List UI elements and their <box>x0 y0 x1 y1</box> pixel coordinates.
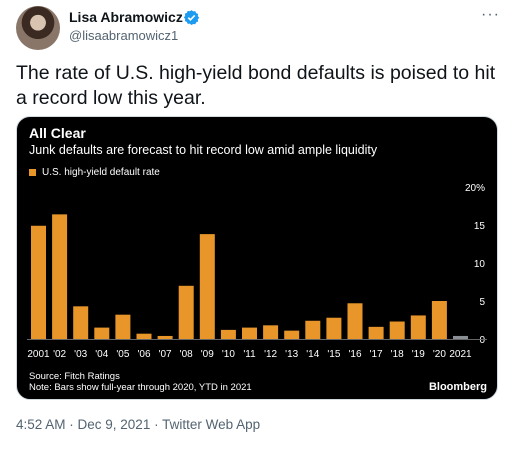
x-tick-label: '04 <box>95 349 108 360</box>
x-tick-label: 2001 <box>27 349 50 360</box>
bar-10 <box>220 329 236 339</box>
bar-19 <box>410 315 426 339</box>
bar-03 <box>73 306 89 339</box>
bar-09 <box>199 234 215 339</box>
x-tick-label: '18 <box>391 349 404 360</box>
bar-2021 <box>453 335 468 339</box>
chart-image[interactable]: All Clear Junk defaults are forecast to … <box>16 116 498 400</box>
author-handle[interactable]: @lisaabramowicz1 <box>69 28 179 43</box>
chart-title: All Clear <box>29 125 86 141</box>
tweet-timestamp[interactable]: 4:52 AM · Dec 9, 2021 · Twitter Web App <box>16 417 261 432</box>
chart-subtitle: Junk defaults are forecast to hit record… <box>29 143 378 157</box>
bar-02 <box>52 214 68 339</box>
bar-11 <box>242 327 257 339</box>
tweet-text: The rate of U.S. high-yield bond default… <box>16 62 496 109</box>
more-icon[interactable]: ··· <box>481 6 500 23</box>
verified-badge-icon <box>183 10 200 25</box>
bar-17 <box>368 326 384 339</box>
chart-note: Note: Bars show full-year through 2020, … <box>29 382 252 393</box>
bar-20 <box>431 301 447 339</box>
bar-2001 <box>31 225 46 339</box>
legend-swatch <box>29 169 36 176</box>
bar-14 <box>305 320 321 339</box>
bar-07 <box>157 335 173 339</box>
x-tick-label: '06 <box>137 349 150 360</box>
bar-08 <box>178 285 194 339</box>
y-tick-label: 0 <box>479 335 485 346</box>
chart-source: Source: Fitch Ratings <box>29 371 120 382</box>
x-tick-label: '12 <box>264 349 277 360</box>
x-tick-label: '15 <box>327 349 340 360</box>
avatar[interactable] <box>16 6 60 50</box>
x-tick-label: '08 <box>180 349 193 360</box>
x-tick-label: '17 <box>370 349 383 360</box>
y-tick-label: 20% <box>465 183 485 194</box>
x-tick-label: '19 <box>412 349 425 360</box>
y-tick-label: 15 <box>474 221 486 232</box>
x-tick-label: 2021 <box>449 349 472 360</box>
x-tick-label: '10 <box>222 349 235 360</box>
bar-18 <box>389 321 405 339</box>
bar-12 <box>263 325 279 339</box>
legend-label: U.S. high-yield default rate <box>42 167 160 178</box>
x-tick-label: '02 <box>53 349 66 360</box>
bar-15 <box>326 317 342 339</box>
x-tick-label: '05 <box>116 349 129 360</box>
x-tick-label: '11 <box>243 349 256 360</box>
bar-13 <box>284 330 300 339</box>
x-tick-label: '03 <box>74 349 87 360</box>
x-tick-label: '07 <box>159 349 172 360</box>
x-tick-label: '16 <box>348 349 361 360</box>
y-tick-label: 10 <box>474 259 486 270</box>
bar-06 <box>136 333 152 339</box>
x-tick-label: '09 <box>201 349 214 360</box>
x-tick-label: '20 <box>433 349 446 360</box>
x-tick-label: '14 <box>306 349 319 360</box>
author-name[interactable]: Lisa Abramowicz <box>69 9 183 25</box>
bloomberg-logo: Bloomberg <box>428 381 487 393</box>
chart-legend: U.S. high-yield default rate <box>29 167 160 178</box>
bar-05 <box>115 314 131 339</box>
bar-16 <box>347 303 363 339</box>
bar-04 <box>94 327 110 339</box>
y-tick-label: 5 <box>479 297 485 308</box>
x-tick-label: '13 <box>285 349 298 360</box>
bar-chart: 0 5 10 15 20% 2001'02 '03 '04 '05 '06 '07 '08 '09 '10… <box>27 183 487 360</box>
